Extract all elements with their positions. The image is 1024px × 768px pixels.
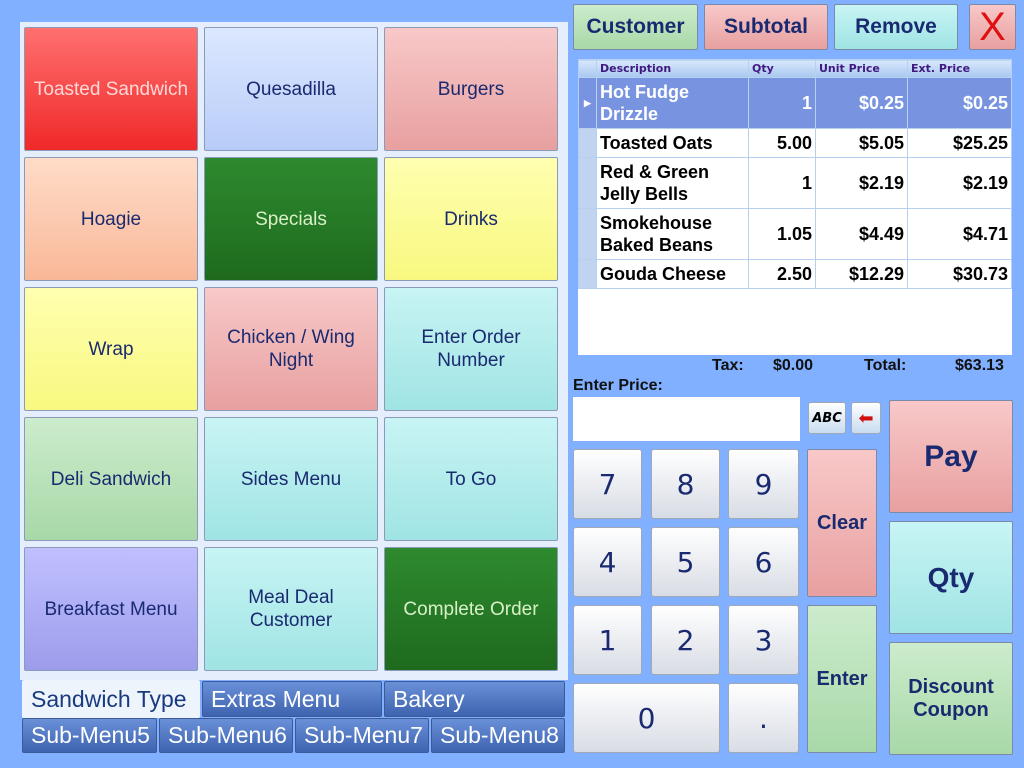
item-qty: 5.00 [748, 128, 816, 158]
price-input[interactable] [573, 397, 800, 441]
key-0[interactable]: 0 [573, 683, 720, 753]
menu-breakfast-menu[interactable]: Breakfast Menu [24, 547, 198, 671]
table-row[interactable]: Gouda Cheese 2.50 $12.29 $30.73 [578, 259, 1012, 289]
item-unit-price: $0.25 [815, 77, 908, 129]
menu-enter-order-number[interactable]: Enter Order Number [384, 287, 558, 411]
discount-coupon-button[interactable]: Discount Coupon [889, 642, 1013, 755]
menu-drinks[interactable]: Drinks [384, 157, 558, 281]
total-label: Total: [864, 357, 907, 374]
key-9[interactable]: 9 [728, 449, 799, 519]
table-row[interactable]: Red & Green Jelly Bells 1 $2.19 $2.19 [578, 157, 1012, 209]
tax-label: Tax: [712, 357, 744, 374]
item-description: Smokehouse Baked Beans [596, 208, 749, 260]
item-qty: 1 [748, 77, 816, 129]
menu-sides-menu[interactable]: Sides Menu [204, 417, 378, 541]
backspace-arrow-icon[interactable]: ⬅ [851, 402, 881, 434]
key-2[interactable]: 2 [651, 605, 720, 675]
key-1[interactable]: 1 [573, 605, 642, 675]
enter-button[interactable]: Enter [807, 605, 877, 753]
tab-sub-menu7[interactable]: Sub-Menu7 [295, 718, 429, 753]
menu-quesadilla[interactable]: Quesadilla [204, 27, 378, 151]
item-ext-price: $2.19 [907, 157, 1012, 209]
key-decimal[interactable]: . [728, 683, 799, 753]
item-unit-price: $5.05 [815, 128, 908, 158]
item-ext-price: $30.73 [907, 259, 1012, 289]
order-table: Description Qty Unit Price Ext. Price ▶ H… [578, 59, 1012, 355]
row-selector [578, 208, 597, 260]
menu-hoagie[interactable]: Hoagie [24, 157, 198, 281]
col-qty: Qty [748, 59, 816, 78]
col-unit-price: Unit Price [815, 59, 908, 78]
menu-meal-deal-customer[interactable]: Meal Deal Customer [204, 547, 378, 671]
tab-sub-menu8[interactable]: Sub-Menu8 [431, 718, 565, 753]
col-ext-price: Ext. Price [907, 59, 1012, 78]
item-ext-price: $25.25 [907, 128, 1012, 158]
item-qty: 2.50 [748, 259, 816, 289]
indicator-header [578, 59, 597, 78]
item-unit-price: $12.29 [815, 259, 908, 289]
menu-toasted-sandwich[interactable]: Toasted Sandwich [24, 27, 198, 151]
row-selector-icon: ▶ [578, 77, 597, 129]
qty-button[interactable]: Qty [889, 521, 1013, 634]
key-7[interactable]: 7 [573, 449, 642, 519]
customer-button[interactable]: Customer [573, 4, 698, 50]
clear-button[interactable]: Clear [807, 449, 877, 597]
item-unit-price: $2.19 [815, 157, 908, 209]
table-row[interactable]: Toasted Oats 5.00 $5.05 $25.25 [578, 128, 1012, 158]
row-selector [578, 259, 597, 289]
item-qty: 1 [748, 157, 816, 209]
menu-to-go[interactable]: To Go [384, 417, 558, 541]
item-qty: 1.05 [748, 208, 816, 260]
item-description: Red & Green Jelly Bells [596, 157, 749, 209]
tab-bakery[interactable]: Bakery [384, 681, 565, 717]
tax-value: $0.00 [773, 357, 814, 374]
col-description: Description [596, 59, 749, 78]
key-3[interactable]: 3 [728, 605, 799, 675]
table-row[interactable]: Smokehouse Baked Beans 1.05 $4.49 $4.71 [578, 208, 1012, 260]
table-row[interactable]: ▶ Hot Fudge Drizzle 1 $0.25 $0.25 [578, 77, 1012, 129]
key-5[interactable]: 5 [651, 527, 720, 597]
tab-extras-menu[interactable]: Extras Menu [202, 681, 382, 717]
menu-panel: Toasted Sandwich Quesadilla Burgers Hoag… [20, 22, 568, 680]
menu-wrap[interactable]: Wrap [24, 287, 198, 411]
menu-burgers[interactable]: Burgers [384, 27, 558, 151]
item-description: Toasted Oats [596, 128, 749, 158]
tab-sandwich-type[interactable]: Sandwich Type [22, 680, 200, 718]
total-value: $63.13 [955, 357, 1004, 374]
item-ext-price: $4.71 [907, 208, 1012, 260]
menu-chicken-wing-night[interactable]: Chicken / Wing Night [204, 287, 378, 411]
item-description: Hot Fudge Drizzle [596, 77, 749, 129]
abc-keyboard-button[interactable]: ABC [808, 402, 846, 434]
tab-sub-menu6[interactable]: Sub-Menu6 [159, 718, 293, 753]
key-8[interactable]: 8 [651, 449, 720, 519]
key-4[interactable]: 4 [573, 527, 642, 597]
item-ext-price: $0.25 [907, 77, 1012, 129]
key-6[interactable]: 6 [728, 527, 799, 597]
row-selector [578, 157, 597, 209]
item-description: Gouda Cheese [596, 259, 749, 289]
remove-button[interactable]: Remove [834, 4, 958, 50]
row-selector [578, 128, 597, 158]
subtotal-button[interactable]: Subtotal [704, 4, 828, 50]
menu-complete-order[interactable]: Complete Order [384, 547, 558, 671]
tab-sub-menu5[interactable]: Sub-Menu5 [22, 718, 157, 753]
pay-button[interactable]: Pay [889, 400, 1013, 513]
item-unit-price: $4.49 [815, 208, 908, 260]
menu-deli-sandwich[interactable]: Deli Sandwich [24, 417, 198, 541]
close-button[interactable]: X [969, 4, 1016, 50]
menu-specials[interactable]: Specials [204, 157, 378, 281]
enter-price-label: Enter Price: [573, 377, 663, 394]
